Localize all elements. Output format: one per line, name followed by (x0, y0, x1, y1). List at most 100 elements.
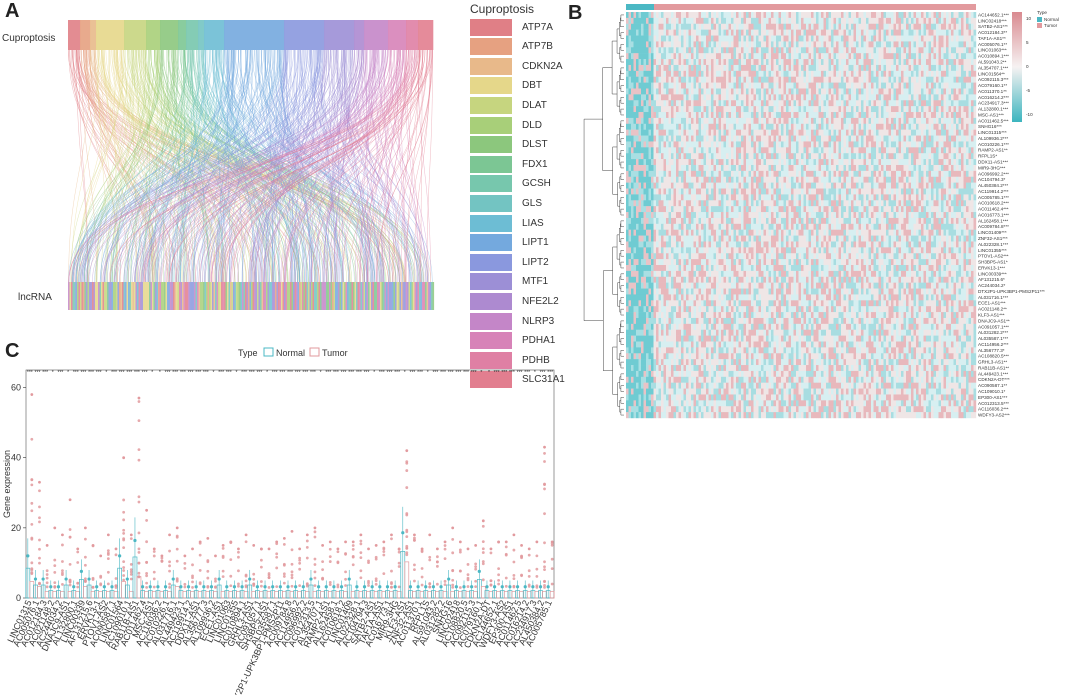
tumor-outlier (198, 569, 202, 572)
tumor-outlier (466, 573, 470, 577)
tumor-outlier (313, 535, 317, 539)
tumor-outlier (252, 582, 256, 586)
tumor-outlier (344, 577, 347, 581)
sankey-ribbon (77, 49, 417, 283)
color-scale-bar (1012, 12, 1022, 122)
box-group: ***SNHG16 (430, 370, 456, 635)
significance-mark: *** (310, 370, 316, 376)
tumor-outlier (38, 489, 41, 493)
tumor-outlier (53, 526, 57, 530)
tumor-outlier (221, 547, 225, 550)
tumor-outlier (474, 562, 478, 566)
tumor-outlier (313, 563, 317, 566)
legend-label: GLS (522, 197, 543, 209)
legend-swatch (470, 214, 512, 232)
sankey-ribbon (145, 49, 374, 283)
tumor-outlier (45, 543, 49, 547)
tumor-outlier (68, 535, 72, 539)
significance-mark: *** (540, 370, 546, 376)
tumor-outlier (527, 547, 531, 551)
legend-item-atp7b: ATP7B (470, 38, 553, 56)
heatmap-gene-label: AC021148.2** (978, 307, 1007, 312)
annotation-tumor (654, 4, 976, 10)
sankey-ribbon (205, 49, 379, 283)
sankey-ribbon (93, 49, 405, 283)
tumor-outlier (129, 537, 133, 540)
tumor-outlier (367, 584, 370, 587)
significance-mark: *** (356, 370, 362, 376)
tumor-outlier (481, 524, 485, 528)
sankey-ribbon (147, 49, 216, 283)
significance-mark: *** (517, 370, 523, 376)
tumor-outlier (474, 565, 478, 569)
top-block-lipt2 (284, 20, 325, 50)
tumor-outlier (275, 585, 279, 589)
heatmap-legend-swatch (1037, 17, 1042, 22)
tumor-outlier (53, 570, 57, 574)
normal-outlier (41, 577, 45, 581)
tumor-outlier (351, 563, 355, 567)
sankey-ribbon (331, 49, 420, 283)
significance-mark: *** (188, 370, 194, 376)
tumor-outlier (145, 585, 149, 589)
normal-outlier (240, 585, 244, 589)
tumor-outlier (83, 555, 87, 559)
tumor-outlier (290, 562, 294, 566)
tumor-outlier (53, 564, 57, 568)
sankey-ribbon (258, 49, 300, 283)
tumor-outlier (152, 554, 156, 558)
heatmap-gene-label: AL356777.3* (978, 348, 1005, 353)
legend-label: DLST (522, 139, 548, 151)
legend-swatch (470, 96, 512, 114)
normal-outlier (439, 585, 443, 589)
sankey-ribbon (97, 49, 108, 283)
tumor-outlier (428, 582, 432, 586)
significance-mark: * (427, 370, 429, 376)
sankey-ribbon (261, 49, 292, 283)
tumor-outlier (229, 584, 233, 588)
tumor-outlier (374, 582, 378, 586)
heatmap-gene-label: ERVK13-1*** (978, 265, 1005, 270)
tumor-outlier (535, 554, 539, 558)
tumor-outlier (30, 501, 34, 505)
sankey-ribbon (234, 49, 422, 283)
sankey-ribbon (81, 49, 323, 283)
tumor-outlier (244, 533, 248, 537)
significance-mark: *** (134, 370, 140, 376)
tumor-outlier (160, 560, 164, 563)
tumor-outlier (497, 540, 501, 544)
panel-b-letter: B (568, 2, 583, 24)
heatmap-gene-label: AC091057.1*** (978, 324, 1009, 329)
sankey-ribbon (71, 49, 420, 283)
tumor-outlier (443, 557, 447, 561)
sankey-ribbon (116, 49, 191, 283)
tumor-outlier (129, 577, 133, 581)
heatmap-gene-label: AC009784.8*** (978, 224, 1009, 229)
tumor-outlier (413, 579, 416, 583)
normal-outlier (431, 585, 435, 589)
sankey-ribbon (139, 49, 248, 283)
sankey-ribbon (72, 49, 248, 283)
tumor-outlier (214, 554, 217, 558)
top-block-atp7b (80, 20, 91, 50)
sankey-ribbon (413, 49, 431, 283)
heatmap-gene-label: AC011462.4*** (978, 207, 1009, 212)
normal-outlier (232, 585, 237, 589)
tumor-outlier (550, 540, 554, 544)
significance-mark: *** (524, 370, 530, 376)
tumor-outlier (474, 585, 478, 589)
tumor-outlier (435, 555, 439, 559)
tumor-outlier (413, 538, 416, 542)
sankey-ribbon (176, 49, 182, 283)
heatmap-gene-label: AC234917.3*** (978, 101, 1009, 106)
tumor-outlier (137, 531, 141, 535)
heatmap-gene-label: MSC-AS1*** (978, 112, 1004, 117)
heatmap-gene-label: AC090587.1** (978, 383, 1007, 388)
legend-label: PDHA1 (522, 335, 556, 347)
legend-item-pdhb: PDHB (470, 351, 550, 369)
sankey-ribbon (366, 49, 428, 283)
tumor-outlier (466, 547, 470, 551)
tumor-outlier (99, 554, 103, 558)
normal-outlier (225, 585, 229, 589)
tumor-outlier (527, 575, 531, 578)
